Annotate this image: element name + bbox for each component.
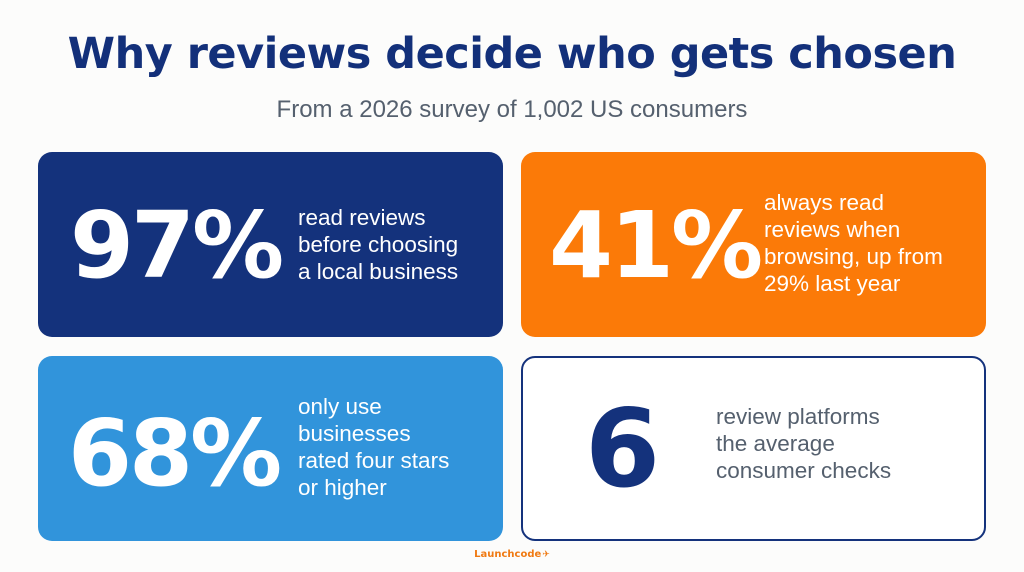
stat-value: 97% — [70, 192, 284, 299]
stat-card-four-stars: 68% only use businesses rated four stars… — [38, 356, 503, 541]
stat-value: 41% — [549, 192, 763, 299]
stat-value: 6 — [585, 387, 661, 512]
page-title: Why reviews decide who gets chosen — [67, 29, 957, 79]
stat-value: 68% — [68, 400, 282, 507]
stat-description: read reviews before choosing a local bus… — [298, 205, 459, 284]
stat-card-read-reviews: 97% read reviews before choosing a local… — [38, 152, 503, 337]
page-subtitle: From a 2026 survey of 1,002 US consumers — [276, 96, 748, 123]
plane-icon: ✈ — [542, 550, 550, 560]
stat-card-platforms: 6 review platforms the average consumer … — [521, 356, 986, 541]
brand-name: Launchcode — [474, 549, 542, 560]
stat-description: only use businesses rated four stars or … — [298, 394, 450, 500]
stat-description: review platforms the average consumer ch… — [716, 404, 892, 483]
stat-card-always-read: 41% always read reviews when browsing, u… — [521, 152, 986, 337]
brand-logo: Launchcode✈ — [0, 548, 1024, 562]
stat-description: always read reviews when browsing, up fr… — [764, 190, 943, 296]
